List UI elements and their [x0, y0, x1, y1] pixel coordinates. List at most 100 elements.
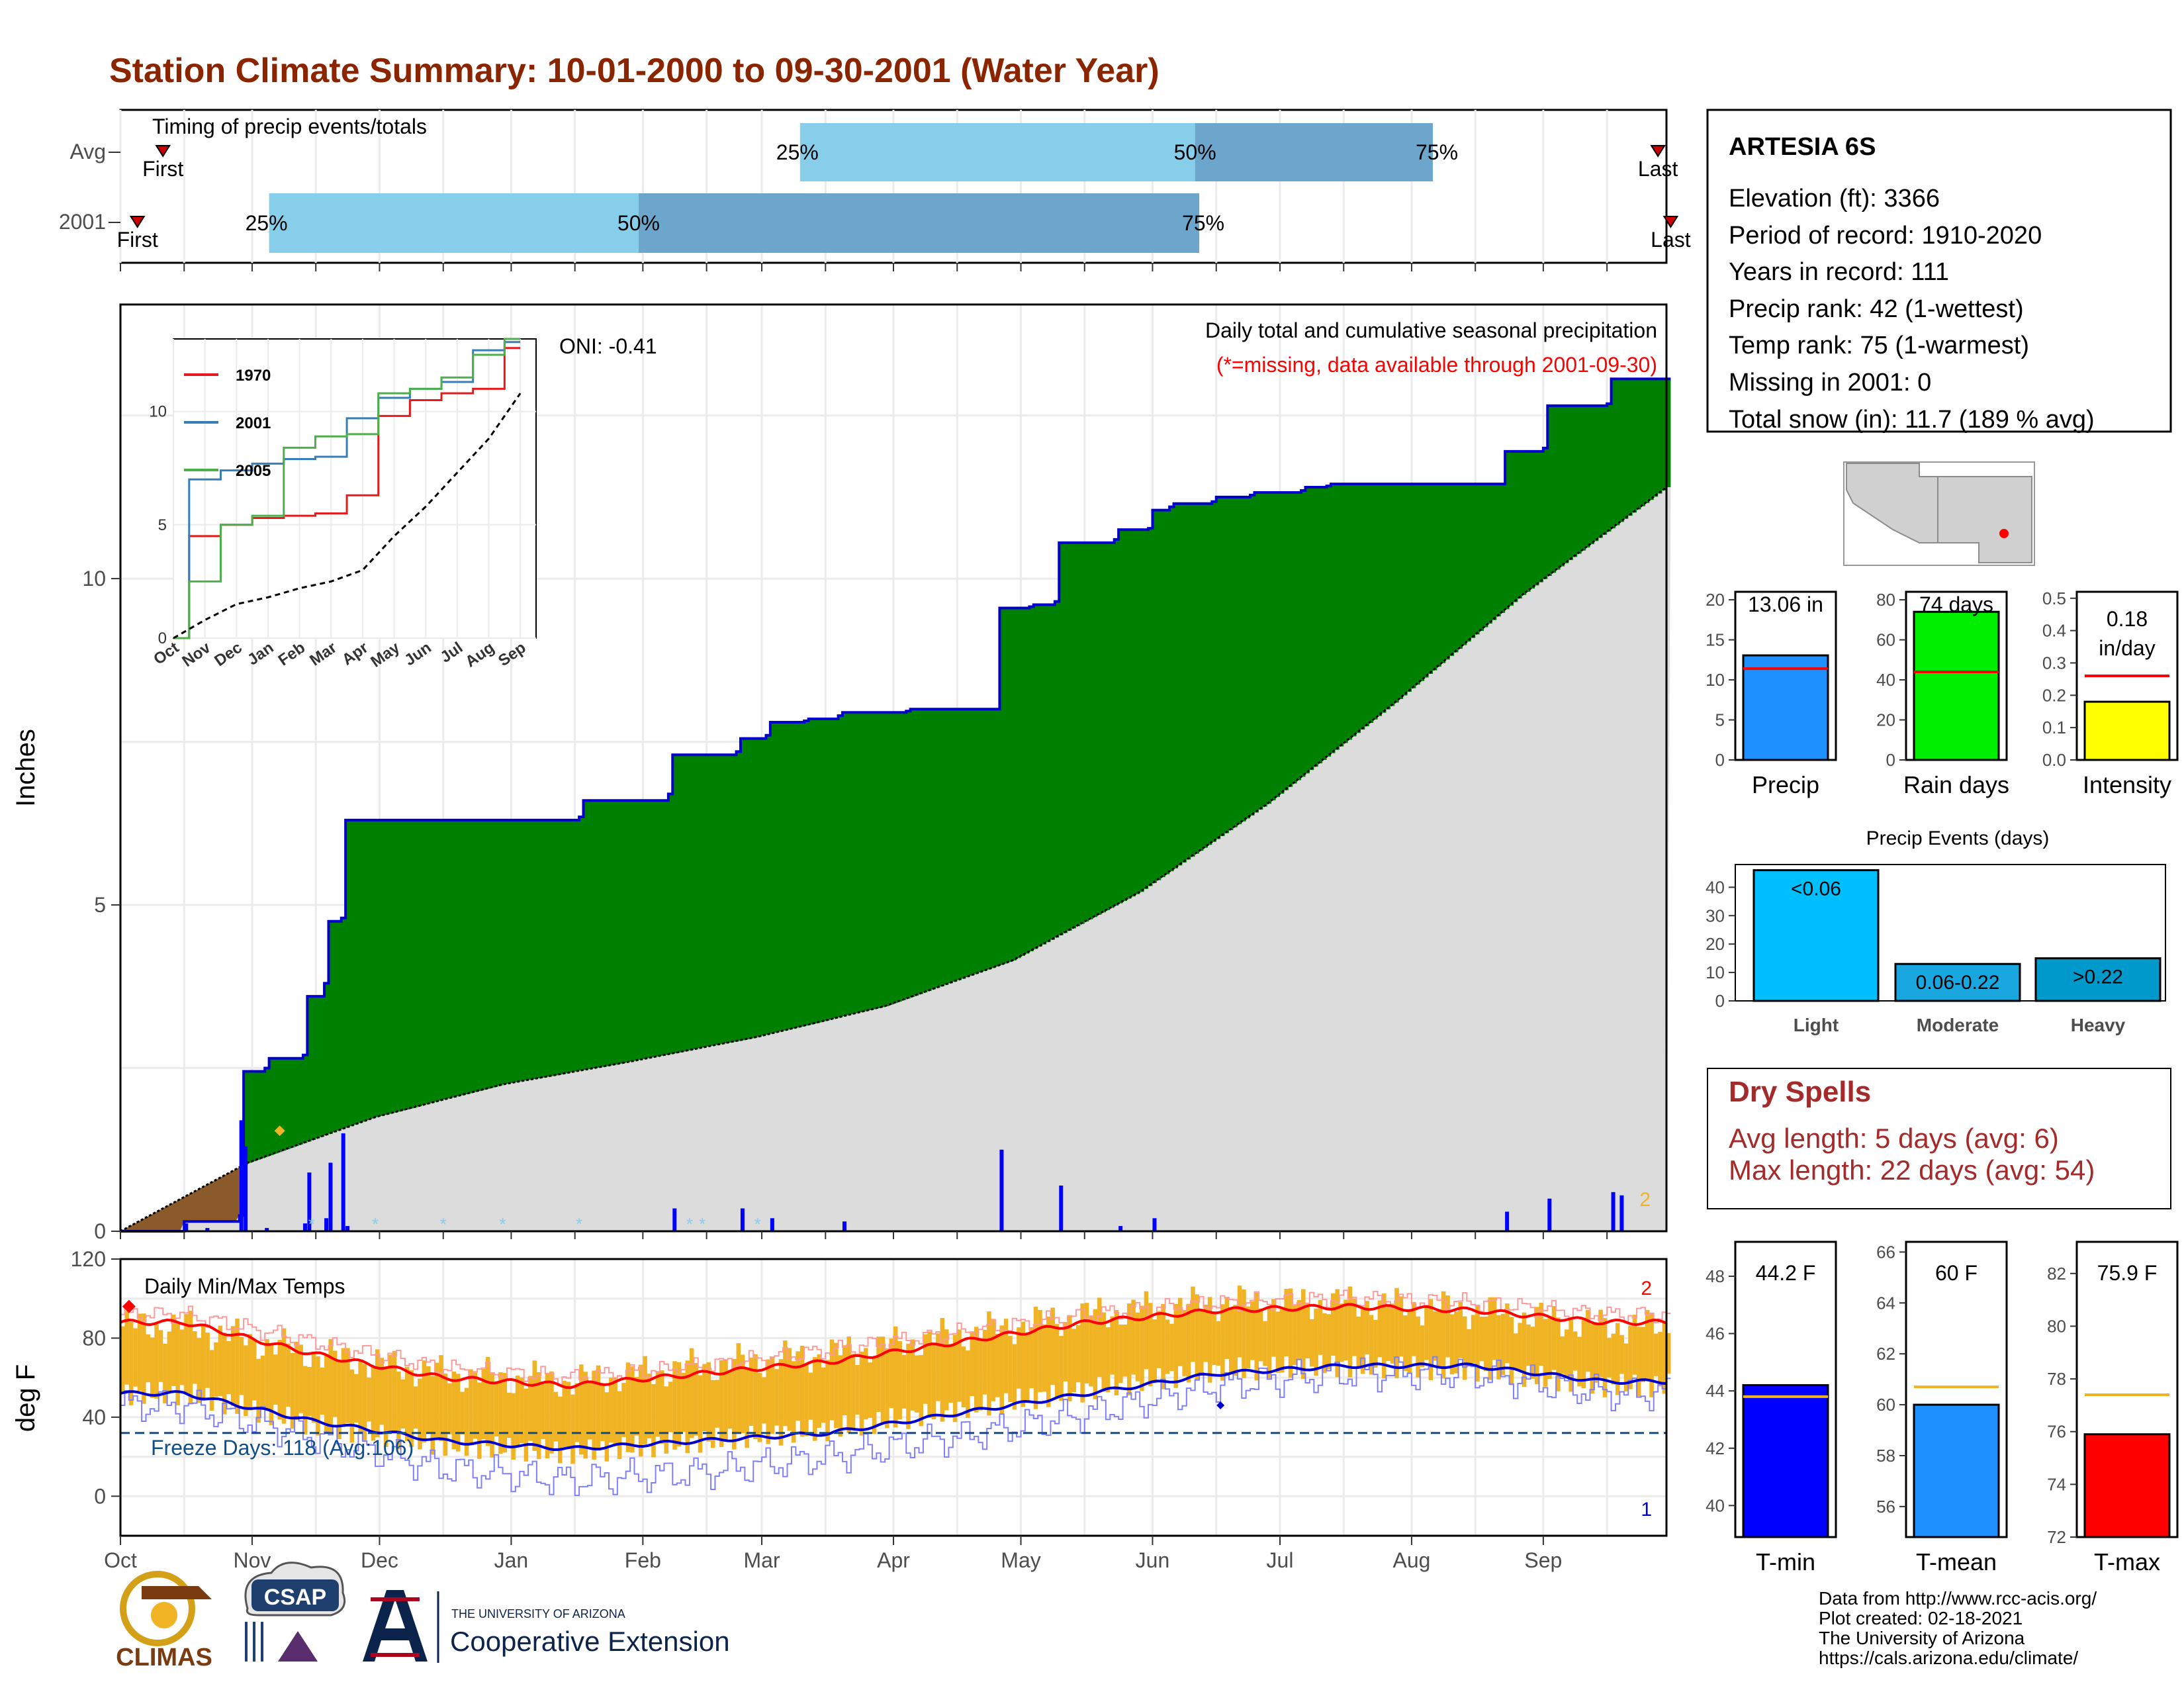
daily-temp-range-bar: [422, 1360, 427, 1443]
max-event-marker-icon: [274, 1125, 285, 1137]
daily-precip-bar: [302, 1223, 307, 1231]
temp-ylabel: deg F: [11, 1364, 40, 1432]
metric-bar-chart: 56 58 60 62 64 66 60 F T-mean: [1876, 1241, 2008, 1575]
daily-temp-range-bar: [940, 1318, 945, 1422]
daily-temp-range-bar: [825, 1360, 830, 1442]
events-bars: 0 10 20 30 40 <0.06 Light 0.06-0.22 Moderate >0.2…: [1706, 869, 2161, 1035]
y-tick-label: 0: [1886, 750, 1895, 770]
daily-temp-range-bar: [337, 1360, 341, 1439]
daily-precip-bar: [184, 1223, 189, 1231]
daily-temp-range-bar: [927, 1331, 932, 1418]
credit-line: https://cals.arizona.edu/climate/: [1819, 1648, 2078, 1668]
inset-series-line: [173, 341, 521, 639]
daily-temp-range-bar: [745, 1368, 749, 1448]
credit-line: Data from http://www.rcc-acis.org/: [1819, 1588, 2097, 1609]
daily-temp-range-bar: [1008, 1336, 1013, 1403]
daily-temp-range-bar: [434, 1362, 439, 1438]
daily-temp-range-bar: [214, 1342, 218, 1397]
daily-temp-range-bar: [974, 1327, 979, 1413]
daily-temp-range-bar: [265, 1339, 269, 1409]
ua-logo-small: THE UNIVERSITY OF ARIZONA: [451, 1607, 625, 1620]
daily-temp-range-bar: [753, 1354, 758, 1440]
first-event-marker-icon: [129, 216, 146, 228]
daily-temp-range-bar: [566, 1382, 571, 1448]
daily-temp-range-bar: [1500, 1313, 1506, 1376]
daily-temp-range-bar: [936, 1333, 940, 1401]
daily-temp-range-bar: [872, 1358, 877, 1434]
daily-temp-range-bar: [1195, 1294, 1200, 1381]
daily-temp-range-bar: [1233, 1305, 1238, 1376]
daily-temp-range-bar: [1628, 1325, 1633, 1389]
cumulative-surplus-area: [244, 379, 1671, 1165]
daily-temp-range-bar: [209, 1350, 214, 1411]
daily-temp-range-bar: [1131, 1299, 1136, 1375]
y-tick-label: 0.3: [2042, 653, 2066, 673]
daily-temp-range-bar: [859, 1351, 864, 1436]
station-line: Missing in 2001: 0: [1729, 369, 1931, 397]
daily-temp-range-bar: [1526, 1324, 1531, 1366]
daily-temp-range-bar: [133, 1328, 138, 1387]
daily-temp-range-bar: [281, 1328, 287, 1424]
metric-bar-chart: 0.0 0.1 0.2 0.3 0.4 0.5 0.18 in/day Intensity: [2042, 588, 2179, 798]
daily-precip-bar: [1152, 1218, 1157, 1231]
daily-temp-range-bar: [545, 1372, 550, 1459]
daily-precip-bar: [1118, 1226, 1123, 1231]
station-location-marker: [1999, 529, 2009, 538]
credit-line: The University of Arizona: [1819, 1628, 2025, 1648]
daily-temp-range-bar: [1224, 1297, 1230, 1359]
daily-temp-range-bar: [676, 1362, 682, 1447]
daily-temp-range-bar: [163, 1344, 167, 1404]
daily-temp-range-bar: [1075, 1325, 1081, 1383]
y-tick-label: 74: [2047, 1474, 2066, 1494]
daily-temp-range-bar: [532, 1360, 537, 1451]
snow-marker-icon: *: [576, 1214, 582, 1234]
daily-temp-range-bar: [1449, 1314, 1455, 1375]
temp-y-ticks: 0 40 80 120: [71, 1247, 120, 1508]
daily-temp-range-bar: [455, 1374, 461, 1452]
daily-temp-range-bar: [269, 1344, 274, 1426]
daily-temp-range-bar: [298, 1344, 304, 1413]
university-of-arizona-logo: THE UNIVERSITY OF ARIZONA Cooperative Ex…: [363, 1590, 730, 1663]
daily-temp-range-bar: [1297, 1299, 1302, 1360]
daily-temp-range-bar: [553, 1391, 559, 1442]
average-cumulative-area: [120, 487, 1671, 1231]
freeze-days-label: Freeze Days: 118 (Avg:106): [151, 1436, 414, 1460]
oni-label: ONI: -0.41: [559, 334, 657, 358]
y-tick-label: 20: [1706, 934, 1725, 954]
daily-temp-range-bar: [727, 1370, 733, 1429]
daily-temp-range-bar: [987, 1311, 991, 1416]
daily-temp-range-bar: [511, 1393, 516, 1460]
metric-value-bar: [1913, 1403, 2000, 1538]
daily-temp-range-bar: [167, 1331, 172, 1392]
daily-temp-range-bar: [1207, 1297, 1212, 1383]
daily-temp-range-bar: [1488, 1297, 1492, 1380]
y-tick-label: 15: [1706, 630, 1725, 650]
metric-bar-chart: 0 5 10 15 20 13.06 in Precip: [1706, 590, 1837, 798]
daily-temp-range-bar: [732, 1358, 737, 1450]
daily-temp-range-bar: [324, 1354, 329, 1432]
daily-temp-range-bar: [302, 1366, 308, 1434]
daily-temp-range-bar: [1615, 1323, 1620, 1395]
y-tick-label: 42: [1706, 1438, 1725, 1458]
y-tick-label: 78: [2047, 1369, 2066, 1389]
daily-temp-range-bar: [796, 1351, 800, 1421]
daily-temp-range-bar: [1577, 1336, 1582, 1387]
daily-precip-bar: [265, 1228, 269, 1231]
events-title: Precip Events (days): [1866, 827, 2050, 849]
daily-temp-range-bar: [1619, 1335, 1624, 1374]
daily-temp-range-bar: [1556, 1317, 1561, 1391]
precip-spikes: * * * * * * * *: [184, 1120, 1624, 1234]
x-tick-label: Mar: [744, 1548, 780, 1572]
daily-temp-range-bar: [876, 1336, 881, 1412]
daily-temp-range-bar: [248, 1334, 253, 1411]
daily-temp-range-bar: [1407, 1310, 1412, 1374]
daily-temp-range-bar: [1314, 1308, 1318, 1376]
y-tick-label: 0: [1715, 750, 1725, 770]
daily-temp-range-bar: [1177, 1297, 1183, 1366]
daily-temp-range-bar: [1242, 1289, 1246, 1378]
daily-temp-range-bar: [1220, 1304, 1225, 1381]
metric-value-label: 13.06 in: [1748, 592, 1823, 616]
timing-bars: 25% 50% 75% First Last 25% 50% 75% First Last: [117, 123, 1691, 253]
daily-temp-range-bar: [944, 1329, 949, 1411]
daily-temp-range-bar: [256, 1358, 261, 1423]
